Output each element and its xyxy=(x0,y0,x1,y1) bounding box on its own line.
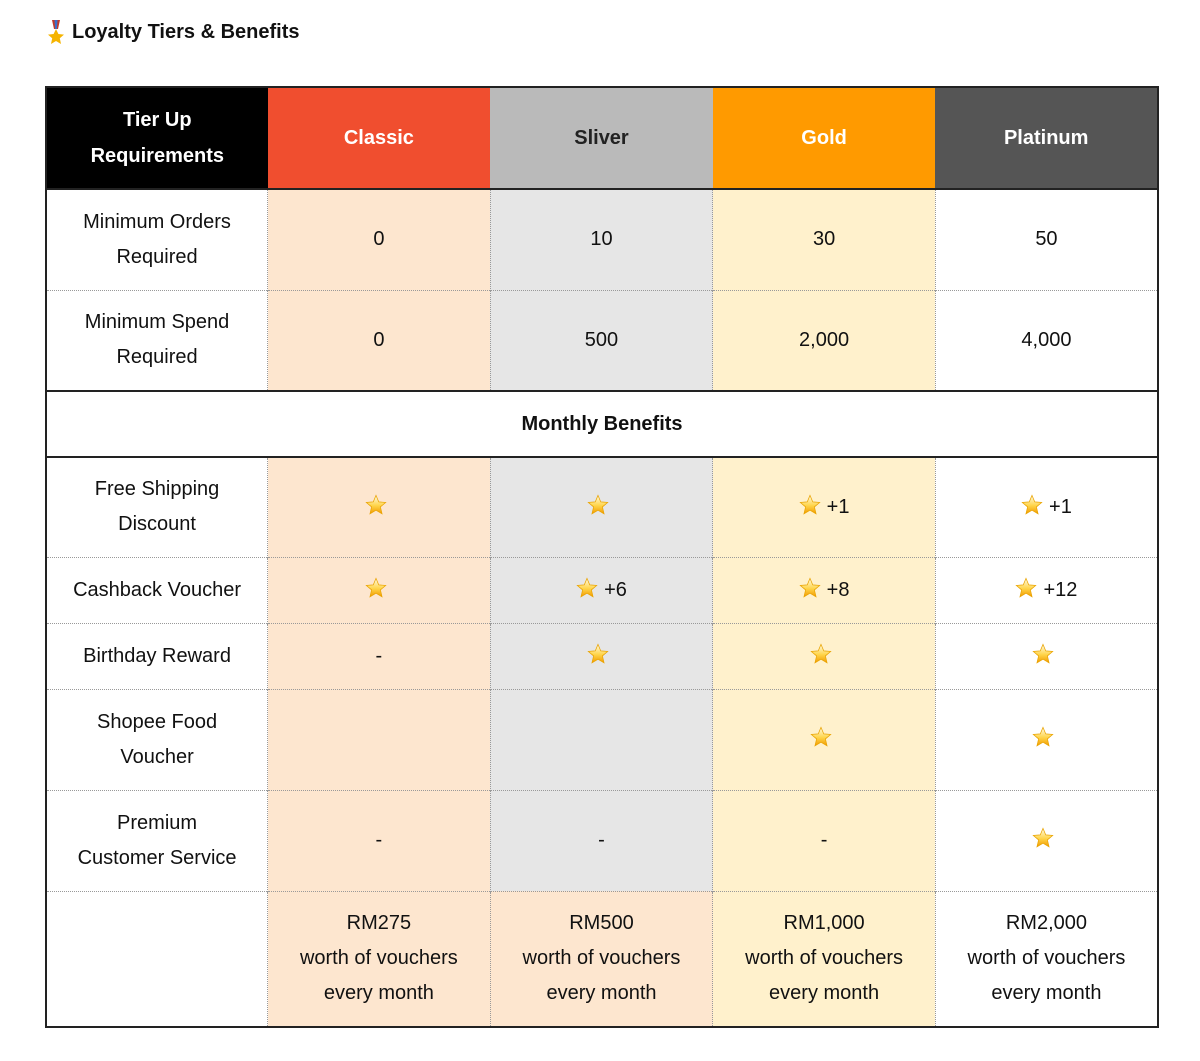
total-value: RM275 worth of vouchers every month xyxy=(267,890,491,1027)
benefit-value: - xyxy=(489,789,713,891)
loyalty-tiers-table: Tier Up Requirements Classic Sliver Gold Plat… xyxy=(45,86,1159,1028)
requirement-value: 4,000 xyxy=(934,289,1158,391)
header-tier-classic: Classic xyxy=(267,87,491,189)
benefit-value xyxy=(934,789,1158,891)
row-label: Minimum Orders Required xyxy=(45,188,268,290)
requirement-value: 0 xyxy=(267,289,491,391)
total-amount: RM1,000 xyxy=(783,912,865,935)
total-line3: every month xyxy=(323,982,434,1005)
header-row: Tier Up Requirements Classic Sliver Gold Plat… xyxy=(46,87,1158,189)
header-tier-plat: Platinum xyxy=(935,87,1158,189)
benefit-value: - xyxy=(267,789,491,891)
benefit-value: +1 xyxy=(934,456,1158,557)
row-label: Minimum Spend Required xyxy=(45,289,268,391)
benefit-row: Birthday Reward - xyxy=(45,622,1158,689)
section-monthly-benefits: Monthly Benefits xyxy=(46,390,1158,457)
star-icon xyxy=(1021,494,1043,515)
total-line2: worth of vouchers xyxy=(967,947,1126,970)
page-title: Loyalty Tiers & Benefits xyxy=(46,20,299,44)
benefit-value xyxy=(267,688,491,790)
benefit-value xyxy=(489,622,713,689)
benefit-extra: - xyxy=(375,644,383,667)
star-icon xyxy=(1032,827,1055,848)
requirement-row: Minimum Orders Required 0 10 30 50 xyxy=(45,188,1158,290)
benefit-value xyxy=(712,622,936,689)
star-icon xyxy=(587,642,610,664)
total-value: RM1,000 worth of vouchers every month xyxy=(712,890,936,1027)
benefit-value: +6 xyxy=(489,556,713,623)
benefit-extra: +1 xyxy=(1049,495,1072,518)
benefit-value: +12 xyxy=(934,556,1158,623)
star-icon xyxy=(576,576,598,598)
requirement-value: 2,000 xyxy=(712,289,936,391)
star-icon xyxy=(799,576,821,598)
total-value: RM500 worth of vouchers every month xyxy=(489,890,713,1027)
totals-label xyxy=(45,890,268,1027)
benefit-row: Cashback Voucher +6 +8 +12 xyxy=(45,556,1158,623)
requirement-value: 50 xyxy=(934,188,1158,290)
total-line3: every month xyxy=(546,982,657,1005)
total-line2: worth of vouchers xyxy=(299,947,458,970)
star-icon xyxy=(810,642,832,664)
total-line3: every month xyxy=(991,982,1102,1005)
total-value: RM2,000 worth of vouchers every month xyxy=(934,890,1158,1027)
total-amount: RM2,000 xyxy=(1005,912,1088,935)
benefit-extra: - xyxy=(598,829,605,851)
row-label: Free Shipping Discount xyxy=(45,456,268,557)
total-line2: worth of vouchers xyxy=(522,947,681,970)
benefit-value: - xyxy=(712,789,936,891)
total-line3: every month xyxy=(769,982,880,1005)
requirement-value: 0 xyxy=(267,188,491,290)
benefit-value xyxy=(712,688,936,790)
requirement-value: 10 xyxy=(489,188,713,290)
requirement-value: 30 xyxy=(712,188,936,290)
star-icon xyxy=(799,494,821,515)
benefit-value xyxy=(934,688,1158,790)
requirement-row: Minimum Spend Required 0 500 2,000 4,000 xyxy=(45,289,1158,391)
row-label: Birthday Reward xyxy=(45,622,268,689)
benefit-extra: +6 xyxy=(604,578,627,601)
header-requirements: Tier Up Requirements xyxy=(46,87,268,189)
star-icon xyxy=(1032,726,1055,747)
row-label: Premium Customer Service xyxy=(45,789,268,891)
benefit-value: - xyxy=(267,622,491,689)
star-icon xyxy=(365,494,387,515)
benefit-extra: +1 xyxy=(826,495,850,518)
benefit-value xyxy=(934,622,1158,689)
row-label: Shopee Food Voucher xyxy=(45,688,268,790)
total-amount: RM275 xyxy=(346,912,412,935)
benefit-row: Premium Customer Service - - - xyxy=(45,789,1158,891)
star-icon xyxy=(1015,576,1038,598)
benefit-value xyxy=(267,456,491,557)
star-icon xyxy=(810,726,832,747)
requirement-value: 500 xyxy=(489,289,713,391)
benefit-value: +1 xyxy=(712,456,936,557)
benefit-extra: +8 xyxy=(826,578,850,601)
military-medal-icon xyxy=(48,20,64,44)
total-line2: worth of vouchers xyxy=(745,947,903,970)
total-amount: RM500 xyxy=(569,912,634,935)
totals-row: RM275 worth of vouchers every month RM500 wo… xyxy=(45,890,1158,1027)
benefit-value xyxy=(489,688,713,790)
benefit-value xyxy=(267,556,491,623)
star-icon xyxy=(587,494,610,515)
row-label: Cashback Voucher xyxy=(45,556,268,623)
benefit-extra: - xyxy=(820,829,828,851)
header-tier-gold: Gold xyxy=(712,87,936,189)
benefit-extra: +12 xyxy=(1043,578,1078,601)
header-tier-silver: Sliver xyxy=(490,87,713,189)
benefit-value: +8 xyxy=(712,556,936,623)
benefit-row: Shopee Food Voucher xyxy=(45,688,1158,790)
title-text: Loyalty Tiers & Benefits xyxy=(72,20,300,43)
star-icon xyxy=(365,576,387,598)
benefit-value xyxy=(489,456,713,557)
benefit-row: Free Shipping Discount +1 +1 xyxy=(45,456,1158,557)
star-icon xyxy=(1032,642,1055,664)
benefit-extra: - xyxy=(375,829,383,851)
